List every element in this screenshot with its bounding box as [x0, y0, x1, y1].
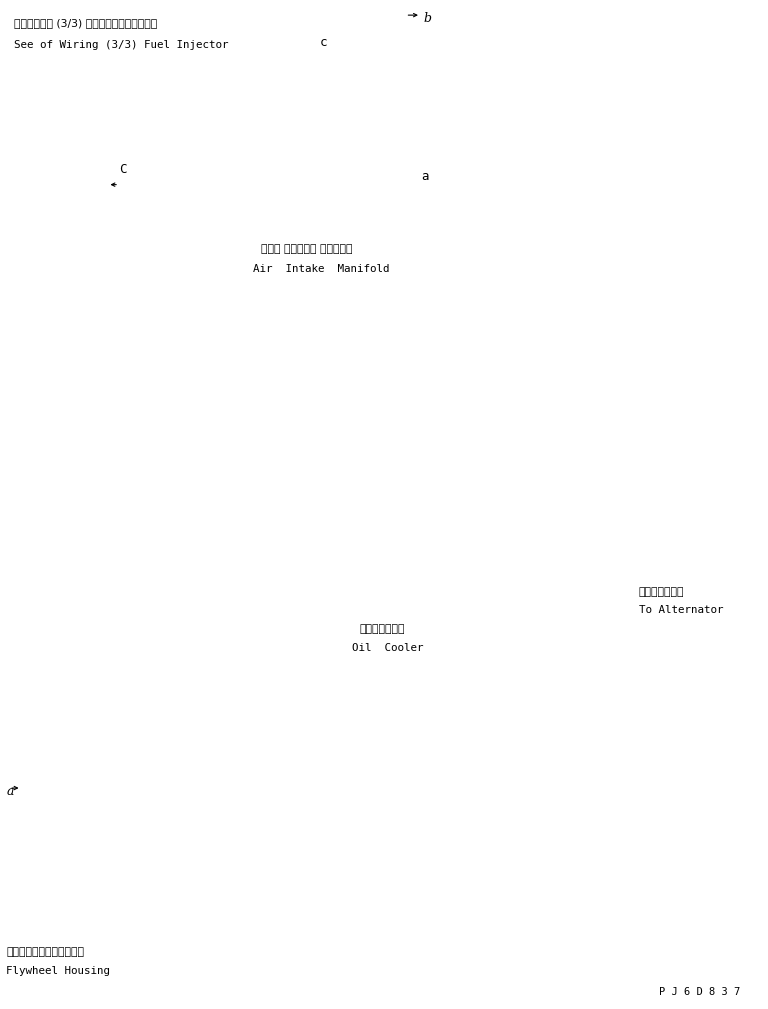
- Text: フライホイールハウジング: フライホイールハウジング: [6, 947, 84, 958]
- Text: ワイヤリング (3/3) フェルインジェクタ参照: ワイヤリング (3/3) フェルインジェクタ参照: [14, 18, 157, 28]
- Text: See of Wiring (3/3) Fuel Injector: See of Wiring (3/3) Fuel Injector: [14, 40, 228, 50]
- Text: b: b: [424, 12, 432, 25]
- Text: Flywheel Housing: Flywheel Housing: [6, 966, 110, 976]
- Text: Air  Intake  Manifold: Air Intake Manifold: [253, 264, 390, 274]
- Text: エアー インテーク マニホルド: エアー インテーク マニホルド: [261, 244, 353, 254]
- Text: a: a: [421, 170, 429, 183]
- Text: オルタネータヘ: オルタネータヘ: [639, 587, 684, 597]
- Text: Oil  Cooler: Oil Cooler: [352, 643, 423, 653]
- Text: c: c: [319, 36, 327, 49]
- Text: オイルクーラー: オイルクーラー: [359, 624, 405, 634]
- Text: a: a: [6, 785, 14, 798]
- Text: To Alternator: To Alternator: [639, 605, 723, 615]
- Text: P J 6 D 8 3 7: P J 6 D 8 3 7: [659, 987, 740, 997]
- Text: C: C: [119, 163, 127, 177]
